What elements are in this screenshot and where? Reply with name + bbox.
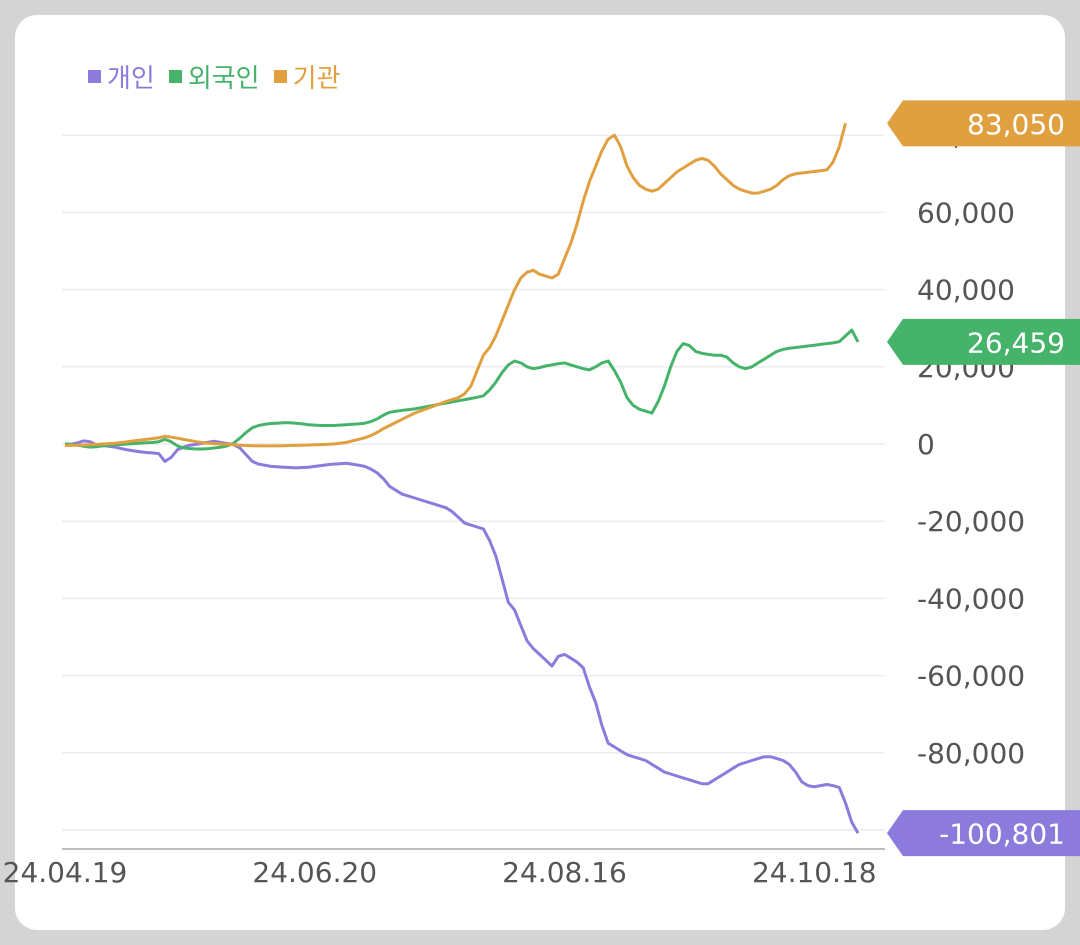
y-tick-label-5: 0 bbox=[917, 428, 935, 461]
chart-card bbox=[15, 15, 1065, 930]
x-tick-label-0: 24.04.19 bbox=[3, 856, 128, 889]
last-value-tag-foreign bbox=[887, 318, 1080, 365]
x-tick-label-3: 24.10.18 bbox=[752, 856, 877, 889]
last-value-tag-individual bbox=[887, 810, 1080, 857]
legend-item-individual[interactable]: 개인 bbox=[88, 58, 155, 95]
last-value-tag-institution bbox=[887, 100, 1080, 147]
x-tick-label-2: 24.08.16 bbox=[502, 856, 627, 889]
legend-label-institution: 기관 bbox=[292, 64, 341, 94]
last-value-label-foreign: 26,459 bbox=[967, 326, 1065, 359]
series-line-individual bbox=[64, 439, 860, 834]
last-value-label-institution: 83,050 bbox=[967, 108, 1065, 141]
legend-swatch-foreign bbox=[168, 70, 182, 83]
y-tick-label-4: -20,000 bbox=[917, 505, 1025, 538]
y-tick-label-3: -40,000 bbox=[917, 582, 1025, 615]
y-tick-label-2: -60,000 bbox=[917, 660, 1025, 693]
legend-swatch-individual bbox=[88, 70, 101, 83]
y-tick-label-1: -80,000 bbox=[917, 737, 1025, 770]
legend-label-foreign: 외국인 bbox=[187, 64, 260, 94]
legend-swatch-institution bbox=[273, 70, 287, 83]
legend: 개인 외국인 기관 bbox=[88, 58, 340, 95]
y-tick-label-7: 40,000 bbox=[917, 274, 1015, 307]
y-tick-label-8: 60,000 bbox=[917, 196, 1015, 229]
legend-item-institution[interactable]: 기관 bbox=[273, 58, 341, 95]
legend-item-foreign[interactable]: 외국인 bbox=[168, 58, 260, 95]
series-line-foreign bbox=[64, 328, 860, 451]
legend-label-individual: 개인 bbox=[107, 64, 155, 94]
series-line-institution bbox=[64, 123, 847, 448]
x-tick-label-1: 24.06.20 bbox=[252, 856, 377, 889]
last-value-label-individual: -100,801 bbox=[939, 818, 1065, 851]
